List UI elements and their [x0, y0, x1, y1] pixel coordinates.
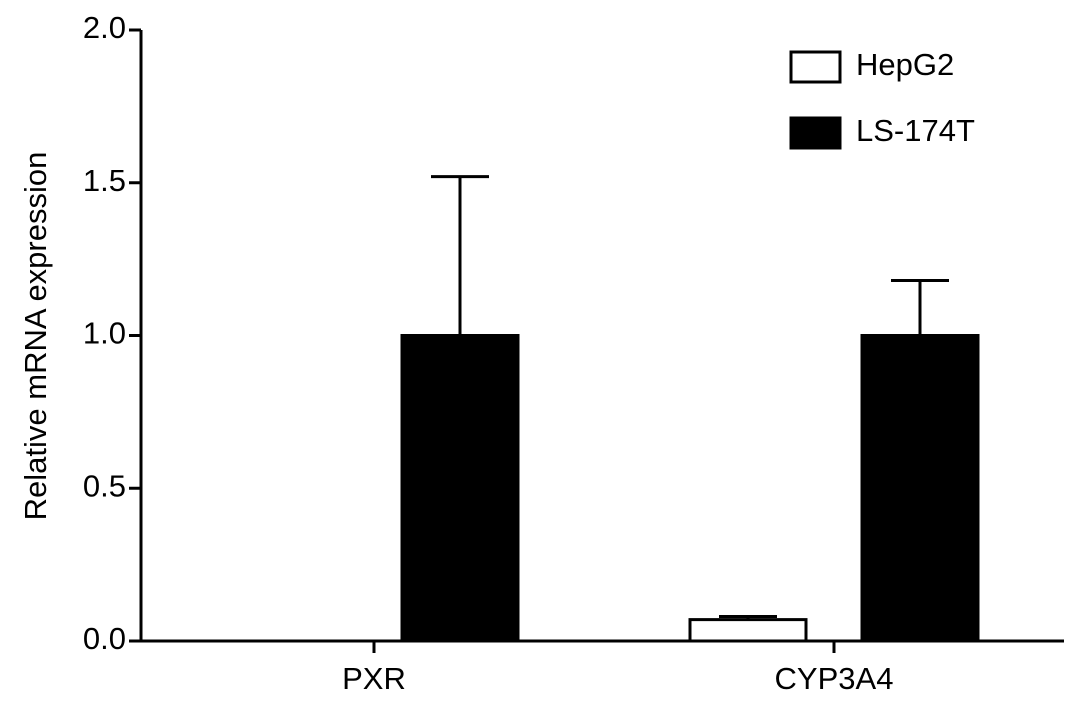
x-tick-label: CYP3A4 — [775, 661, 894, 696]
bar — [860, 334, 980, 643]
legend-swatch — [789, 50, 842, 84]
bar — [400, 334, 520, 643]
y-axis-label: Relative mRNA expression — [18, 152, 53, 521]
y-tick-label: 0.5 — [83, 468, 126, 503]
legend-label: LS-174T — [856, 113, 975, 148]
legend-swatch — [789, 116, 842, 150]
y-tick-label: 0.0 — [83, 621, 126, 656]
y-tick-label: 1.0 — [83, 316, 126, 351]
x-tick-label: PXR — [342, 661, 406, 696]
y-tick-label: 2.0 — [83, 10, 126, 45]
bar — [688, 618, 808, 643]
legend-label: HepG2 — [856, 47, 954, 82]
y-tick-label: 1.5 — [83, 163, 126, 198]
